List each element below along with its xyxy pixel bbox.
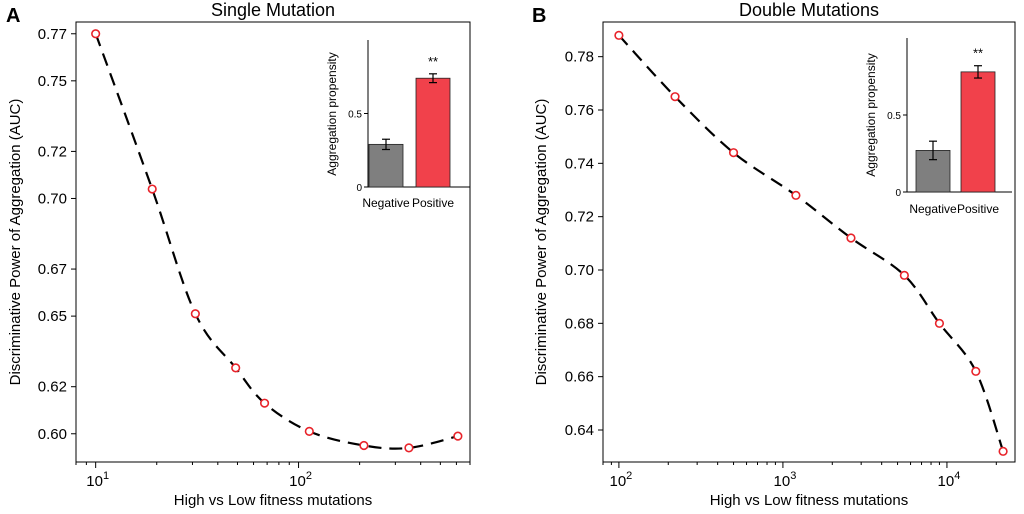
data-point: [147, 184, 157, 194]
inset-y-tick-label: 0: [895, 188, 901, 199]
x-tick-base: 10: [938, 473, 955, 490]
y-tick-label: 0.72: [38, 143, 67, 160]
data-point: [791, 190, 801, 200]
data-point: [998, 446, 1008, 456]
data-point: [971, 366, 981, 376]
inset-bar: [960, 71, 996, 193]
inset-bar-chart: Aggregation propensity 0 0.5 Negative Posit…: [864, 38, 1012, 216]
data-point: [453, 431, 463, 441]
data-point: [899, 270, 909, 280]
x-tick-label: 104: [938, 470, 961, 490]
inset-y-label: Aggregation propensity: [864, 53, 878, 176]
panel-label: B: [532, 5, 546, 27]
y-tick-label: 0.76: [565, 102, 594, 119]
y-tick-label: 0.67: [38, 261, 67, 278]
inset-y-tick-label: 0.5: [348, 110, 362, 121]
x-tick-base: 10: [289, 473, 306, 490]
data-point: [728, 148, 739, 158]
y-tick-label: 0.66: [565, 369, 594, 386]
y-axis-label: Discriminative Power of Aggregation (AUC…: [7, 99, 24, 386]
x-tick-label: 102: [289, 470, 312, 490]
data-point: [231, 363, 241, 373]
y-tick-label: 0.74: [565, 155, 594, 172]
inset-bar-chart: Aggregation propensity 0 0.5 Negative Posit…: [325, 40, 470, 210]
data-point: [670, 92, 680, 102]
plot-frame: [75, 21, 471, 463]
data-point: [304, 426, 314, 437]
y-tick-label: 0.70: [565, 262, 594, 279]
data-point: [91, 29, 101, 39]
x-tick-exponent: 2: [626, 470, 632, 482]
y-tick-label: 0.64: [565, 422, 594, 439]
inset-category-label: Positive: [412, 196, 454, 210]
y-tick-label: 0.72: [565, 209, 594, 226]
data-point: [846, 233, 856, 243]
inset-y-label: Aggregation propensity: [325, 52, 339, 175]
significance-annotation: **: [428, 54, 438, 69]
x-tick-exponent: 4: [954, 470, 960, 482]
inset-marks: 0 0.5 Negative Positive **: [348, 54, 454, 210]
y-tick-label: 0.75: [38, 73, 67, 90]
data-point: [259, 398, 270, 408]
chart-title: Single Mutation: [211, 0, 335, 20]
y-tick-label: 0.68: [565, 315, 594, 332]
x-tick-exponent: 1: [103, 470, 109, 482]
y-tick-label: 0.77: [38, 26, 67, 43]
data-point: [404, 443, 414, 453]
chart-title: Double Mutations: [739, 0, 879, 20]
panel-a: A Single Mutation High vs Low fitness mu…: [6, 0, 471, 509]
data-point: [934, 318, 945, 328]
inset-category-label: Positive: [957, 202, 999, 216]
x-tick-label: 103: [774, 470, 797, 490]
y-tick-label: 0.60: [38, 426, 67, 443]
x-axis-label: High vs Low fitness mutations: [174, 492, 372, 509]
series-line: [94, 33, 459, 450]
x-tick-label: 101: [86, 470, 109, 490]
y-tick-label: 0.62: [38, 379, 67, 396]
inset-marks: 0 0.5 Negative Positive **: [887, 46, 999, 216]
panel-b: B Double Mutations High vs Low fitness m…: [532, 0, 1016, 509]
y-tick-label: 0.65: [38, 308, 67, 325]
inset-bar: [368, 143, 404, 188]
inset-category-label: Negative: [362, 196, 410, 210]
x-axis-label: High vs Low fitness mutations: [710, 492, 908, 509]
y-axis-label: Discriminative Power of Aggregation (AUC…: [533, 99, 550, 386]
inset-y-tick-label: 0.5: [887, 111, 901, 122]
x-tick-base: 10: [86, 473, 103, 490]
significance-annotation: **: [973, 46, 983, 61]
y-tick-label: 0.70: [38, 190, 67, 207]
x-tick-label: 102: [609, 470, 632, 490]
data-point: [614, 30, 624, 40]
data-point: [359, 440, 369, 451]
x-tick-base: 10: [774, 473, 791, 490]
data-point: [190, 309, 200, 319]
x-tick-exponent: 3: [790, 470, 796, 482]
inset-bar: [415, 77, 451, 188]
inset-category-label: Negative: [909, 202, 957, 216]
x-tick-base: 10: [609, 473, 626, 490]
x-tick-exponent: 2: [306, 470, 312, 482]
y-tick-label: 0.78: [565, 49, 594, 66]
panel-label: A: [6, 5, 20, 27]
plot-frame: [602, 21, 1016, 463]
inset-y-tick-label: 0: [356, 183, 362, 194]
